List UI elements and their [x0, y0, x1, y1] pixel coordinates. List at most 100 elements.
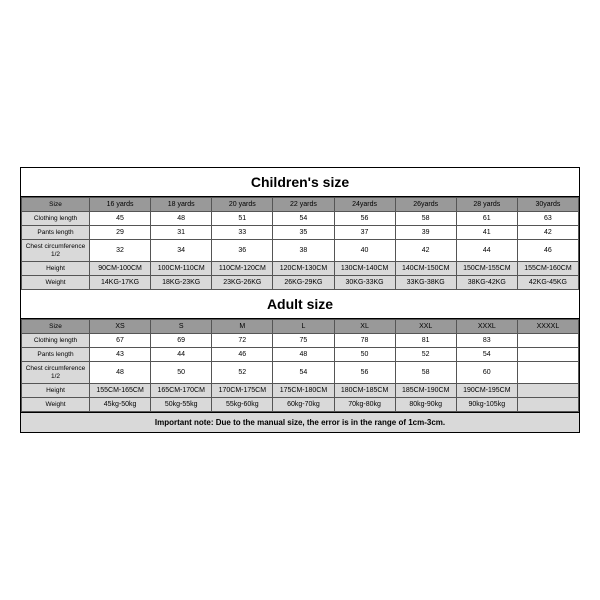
cell: 81: [395, 334, 456, 348]
cell: 50kg-55kg: [151, 397, 212, 411]
row-label: Chest circumference 1/2: [22, 362, 90, 383]
cell: 34: [151, 240, 212, 261]
cell: 35: [273, 226, 334, 240]
cell: 44: [151, 348, 212, 362]
cell: 40: [334, 240, 395, 261]
row-label: Clothing length: [22, 334, 90, 348]
table-row: Chest circumference 1/2 32 34 36 38 40 4…: [22, 240, 579, 261]
adult-col-6: XXXL: [456, 320, 517, 334]
cell: 120CM-130CM: [273, 261, 334, 275]
cell: 48: [151, 212, 212, 226]
cell: 23KG-26KG: [212, 275, 273, 289]
cell: 190CM-195CM: [456, 383, 517, 397]
children-title: Children's size: [21, 168, 579, 197]
cell: 42KG-45KG: [517, 275, 578, 289]
cell: 33KG-38KG: [395, 275, 456, 289]
cell: 50: [151, 362, 212, 383]
adult-col-3: L: [273, 320, 334, 334]
cell: 72: [212, 334, 273, 348]
table-row: Pants length 29 31 33 35 37 39 41 42: [22, 226, 579, 240]
cell: 37: [334, 226, 395, 240]
table-row: Chest circumference 1/2 48 50 52 54 56 5…: [22, 362, 579, 383]
adult-col-2: M: [212, 320, 273, 334]
adult-col-0: XS: [90, 320, 151, 334]
cell: 90kg-105kg: [456, 397, 517, 411]
cell: 38: [273, 240, 334, 261]
cell: 58: [395, 362, 456, 383]
cell: 42: [395, 240, 456, 261]
table-row: Height 90CM-100CM 100CM-110CM 110CM-120C…: [22, 261, 579, 275]
cell: 41: [456, 226, 517, 240]
cell: 33: [212, 226, 273, 240]
cell: 165CM-170CM: [151, 383, 212, 397]
row-label: Weight: [22, 275, 90, 289]
cell: 180CM-185CM: [334, 383, 395, 397]
cell: 170CM-175CM: [212, 383, 273, 397]
children-col-4: 24yards: [334, 198, 395, 212]
row-label: Weight: [22, 397, 90, 411]
children-col-7: 30yards: [517, 198, 578, 212]
cell: 52: [212, 362, 273, 383]
cell: 56: [334, 362, 395, 383]
table-row: Weight 14KG-17KG 18KG-23KG 23KG-26KG 26K…: [22, 275, 579, 289]
row-label: Pants length: [22, 348, 90, 362]
cell: 32: [90, 240, 151, 261]
cell: 70kg-80kg: [334, 397, 395, 411]
adult-col-4: XL: [334, 320, 395, 334]
cell: 80kg-90kg: [395, 397, 456, 411]
table-row: Weight 45kg-50kg 50kg-55kg 55kg-60kg 60k…: [22, 397, 579, 411]
cell: 75: [273, 334, 334, 348]
cell: 43: [90, 348, 151, 362]
row-label: Pants length: [22, 226, 90, 240]
row-label: Clothing length: [22, 212, 90, 226]
table-row: Clothing length 45 48 51 54 56 58 61 63: [22, 212, 579, 226]
cell: [517, 397, 578, 411]
children-col-1: 18 yards: [151, 198, 212, 212]
cell: [517, 362, 578, 383]
cell: 110CM-120CM: [212, 261, 273, 275]
cell: 26KG-29KG: [273, 275, 334, 289]
cell: 150CM-155CM: [456, 261, 517, 275]
children-col-3: 22 yards: [273, 198, 334, 212]
cell: 100CM-110CM: [151, 261, 212, 275]
cell: 52: [395, 348, 456, 362]
children-header-row: Size 16 yards 18 yards 20 yards 22 yards…: [22, 198, 579, 212]
cell: 61: [456, 212, 517, 226]
cell: [517, 348, 578, 362]
children-col-0: 16 yards: [90, 198, 151, 212]
cell: 46: [517, 240, 578, 261]
cell: 140CM-150CM: [395, 261, 456, 275]
cell: 60: [456, 362, 517, 383]
cell: 39: [395, 226, 456, 240]
adult-size-label: Size: [22, 320, 90, 334]
cell: 38KG-42KG: [456, 275, 517, 289]
row-label: Chest circumference 1/2: [22, 240, 90, 261]
cell: 83: [456, 334, 517, 348]
cell: 48: [273, 348, 334, 362]
cell: 55kg-60kg: [212, 397, 273, 411]
cell: 48: [90, 362, 151, 383]
cell: 175CM-180CM: [273, 383, 334, 397]
children-col-6: 28 yards: [456, 198, 517, 212]
adult-col-5: XXL: [395, 320, 456, 334]
table-row: Height 155CM-165CM 165CM-170CM 170CM-175…: [22, 383, 579, 397]
row-label: Height: [22, 383, 90, 397]
table-row: Pants length 43 44 46 48 50 52 54: [22, 348, 579, 362]
cell: 69: [151, 334, 212, 348]
children-size-label: Size: [22, 198, 90, 212]
children-table: Size 16 yards 18 yards 20 yards 22 yards…: [21, 197, 579, 290]
cell: 54: [456, 348, 517, 362]
cell: 36: [212, 240, 273, 261]
adult-header-row: Size XS S M L XL XXL XXXL XXXXL: [22, 320, 579, 334]
cell: 46: [212, 348, 273, 362]
cell: 51: [212, 212, 273, 226]
children-col-2: 20 yards: [212, 198, 273, 212]
cell: 54: [273, 212, 334, 226]
row-label: Height: [22, 261, 90, 275]
children-col-5: 26yards: [395, 198, 456, 212]
cell: 155CM-160CM: [517, 261, 578, 275]
cell: 130CM-140CM: [334, 261, 395, 275]
cell: 56: [334, 212, 395, 226]
cell: 45: [90, 212, 151, 226]
cell: 54: [273, 362, 334, 383]
